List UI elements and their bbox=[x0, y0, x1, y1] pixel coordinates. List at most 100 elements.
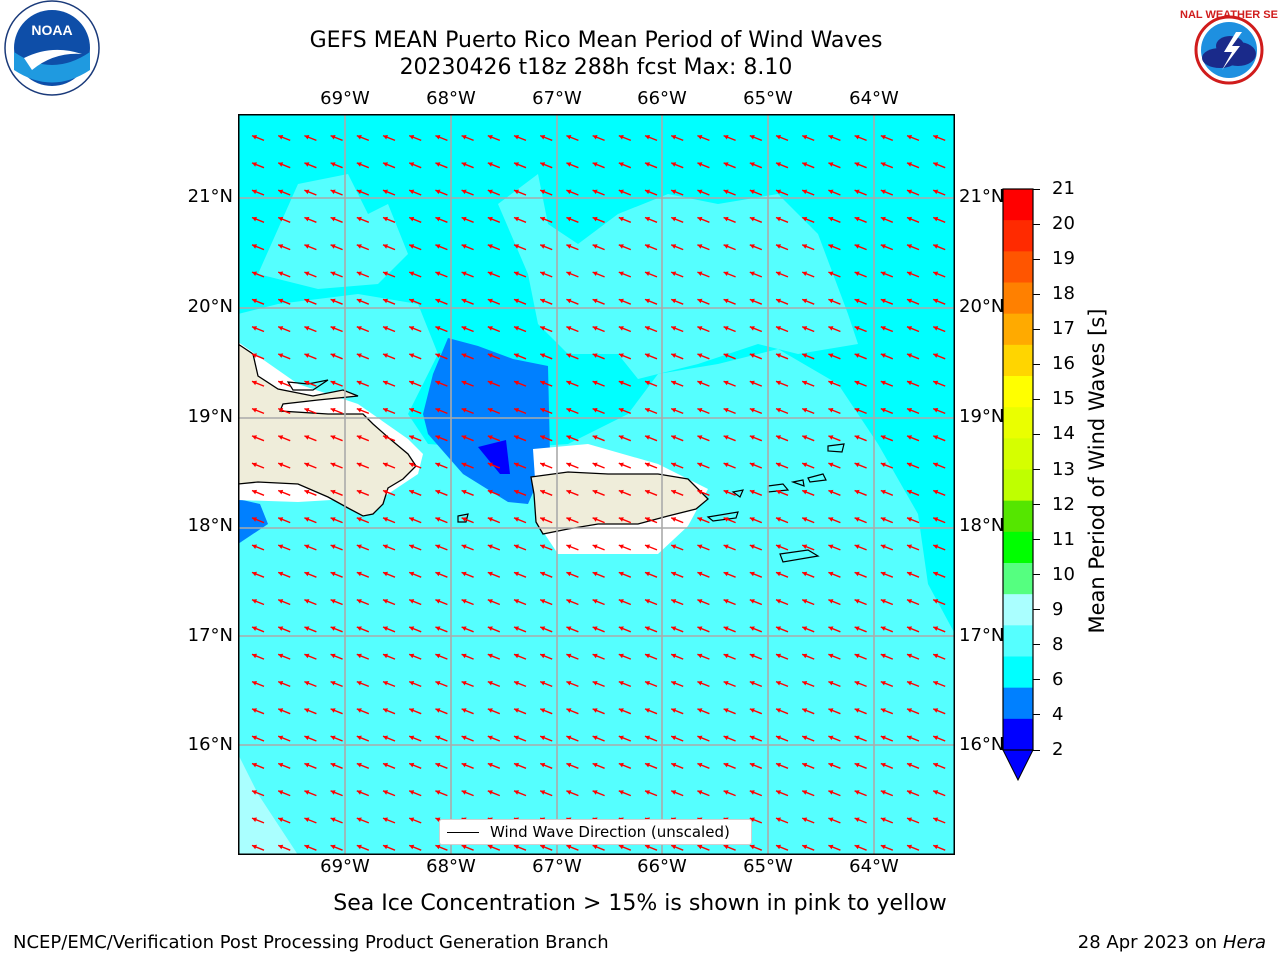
colorbar-tick-label: 13 bbox=[1052, 458, 1075, 480]
wind-arrow-head bbox=[749, 735, 755, 741]
wind-arrow-head bbox=[618, 271, 624, 276]
wind-arrow-head bbox=[252, 216, 257, 222]
wind-arrow-head bbox=[514, 271, 519, 276]
wind-arrow-head bbox=[278, 735, 284, 741]
wind-arrow-head bbox=[723, 708, 729, 713]
wind-arrow-head bbox=[645, 353, 650, 358]
wind-arrow-head bbox=[776, 353, 781, 358]
wind-arrow-head bbox=[252, 653, 257, 659]
wind-arrow-head bbox=[802, 708, 808, 713]
wind-arrow-head bbox=[487, 244, 493, 249]
lat-label-left-3: 19°N bbox=[187, 406, 233, 427]
wind-arrow-head bbox=[435, 735, 441, 741]
wind-arrow-head bbox=[540, 162, 546, 167]
wind-arrow-head bbox=[618, 653, 624, 659]
wind-arrow-head bbox=[749, 708, 755, 713]
wind-arrow-head bbox=[749, 244, 755, 249]
wind-arrow-head bbox=[435, 790, 441, 795]
wind-arrow-head bbox=[409, 517, 415, 522]
wind-arrow-head bbox=[435, 326, 441, 331]
wind-arrow-head bbox=[514, 435, 519, 440]
wind-arrow-head bbox=[723, 189, 729, 195]
wind-arrow-head bbox=[618, 189, 624, 195]
wind-arrow-head bbox=[383, 653, 388, 659]
wind-arrow-head bbox=[487, 162, 493, 167]
wind-arrow-head bbox=[514, 844, 519, 850]
wind-arrow-head bbox=[540, 708, 546, 713]
wind-arrow-head bbox=[671, 298, 677, 304]
wind-arrow-head bbox=[645, 762, 650, 768]
wind-arrow-head bbox=[540, 735, 546, 741]
wind-arrow-head bbox=[566, 708, 572, 713]
wind-arrow-head bbox=[540, 517, 546, 522]
wind-arrow-head bbox=[645, 462, 650, 468]
wind-arrow-head bbox=[802, 271, 808, 276]
wind-arrow-head bbox=[592, 626, 598, 631]
wind-arrow-head bbox=[540, 844, 546, 850]
wind-arrow-head bbox=[671, 735, 677, 741]
wind-arrow-head bbox=[278, 189, 284, 195]
wind-arrow-head bbox=[749, 380, 755, 386]
wind-arrow-head bbox=[330, 844, 336, 850]
wind-arrow-head bbox=[383, 216, 388, 222]
colorbar-segment bbox=[1003, 718, 1033, 751]
wind-arrow-head bbox=[409, 162, 415, 167]
wind-arrow-head bbox=[671, 244, 677, 249]
wind-arrow-head bbox=[618, 435, 624, 440]
wind-arrow-head bbox=[907, 189, 912, 195]
wind-arrow-head bbox=[854, 544, 860, 549]
wind-arrow-head bbox=[723, 762, 729, 768]
wind-arrow-head bbox=[618, 408, 624, 413]
colorbar-tick-label: 8 bbox=[1052, 633, 1064, 655]
wind-arrow-head bbox=[854, 435, 860, 440]
wind-arrow-head bbox=[907, 162, 912, 167]
wind-arrow-head bbox=[435, 353, 441, 358]
wind-arrow-head bbox=[514, 517, 519, 522]
wind-arrow-head bbox=[618, 517, 624, 522]
wind-arrow-head bbox=[330, 435, 336, 440]
wind-arrow-head bbox=[749, 353, 755, 358]
contour-6-8-north-west bbox=[258, 174, 408, 289]
wind-arrow-head bbox=[487, 844, 493, 850]
wind-arrow-head bbox=[802, 135, 808, 140]
wind-arrow-head bbox=[304, 817, 310, 822]
wind-arrow-head bbox=[776, 544, 781, 549]
wind-arrow-head bbox=[880, 216, 886, 222]
wind-arrow-head bbox=[487, 762, 493, 768]
wind-arrow-head bbox=[933, 216, 939, 222]
wind-arrow-head bbox=[383, 189, 388, 195]
wind-arrow-head bbox=[828, 626, 834, 631]
wind-arrow-head bbox=[409, 681, 415, 686]
wind-arrow-head bbox=[907, 244, 912, 249]
wind-arrow-head bbox=[252, 735, 257, 741]
wind-arrow-head bbox=[723, 162, 729, 167]
wind-arrow-head bbox=[304, 762, 310, 768]
wind-arrow-head bbox=[880, 162, 886, 167]
wind-arrow-head bbox=[487, 599, 493, 604]
colorbar-segment bbox=[1003, 220, 1033, 252]
wind-arrow-head bbox=[278, 844, 284, 850]
wind-arrow-head bbox=[566, 599, 572, 604]
wind-arrow-head bbox=[304, 653, 310, 659]
wind-arrow-head bbox=[723, 517, 729, 522]
wind-arrow-head bbox=[356, 462, 362, 468]
wind-arrow-head bbox=[907, 489, 912, 495]
wind-arrow-head bbox=[907, 380, 912, 386]
wind-arrow-head bbox=[252, 517, 257, 522]
wind-arrow-head bbox=[933, 462, 939, 468]
colorbar-tick-mark bbox=[1033, 539, 1040, 541]
wind-arrow-head bbox=[671, 489, 677, 495]
wind-arrow-head bbox=[409, 462, 415, 468]
wind-arrow-head bbox=[514, 189, 519, 195]
wind-arrow-head bbox=[933, 571, 939, 577]
wind-arrow-head bbox=[514, 162, 519, 167]
wind-arrow-head bbox=[487, 790, 493, 795]
wind-arrow-head bbox=[854, 244, 860, 249]
wind-arrow-head bbox=[566, 271, 572, 276]
wind-arrow-head bbox=[252, 626, 257, 631]
wind-arrow-head bbox=[723, 571, 729, 577]
wind-arrow-head bbox=[907, 544, 912, 549]
wind-arrow-head bbox=[697, 462, 703, 468]
wind-arrow-head bbox=[645, 489, 650, 495]
wind-arrow-head bbox=[592, 244, 598, 249]
